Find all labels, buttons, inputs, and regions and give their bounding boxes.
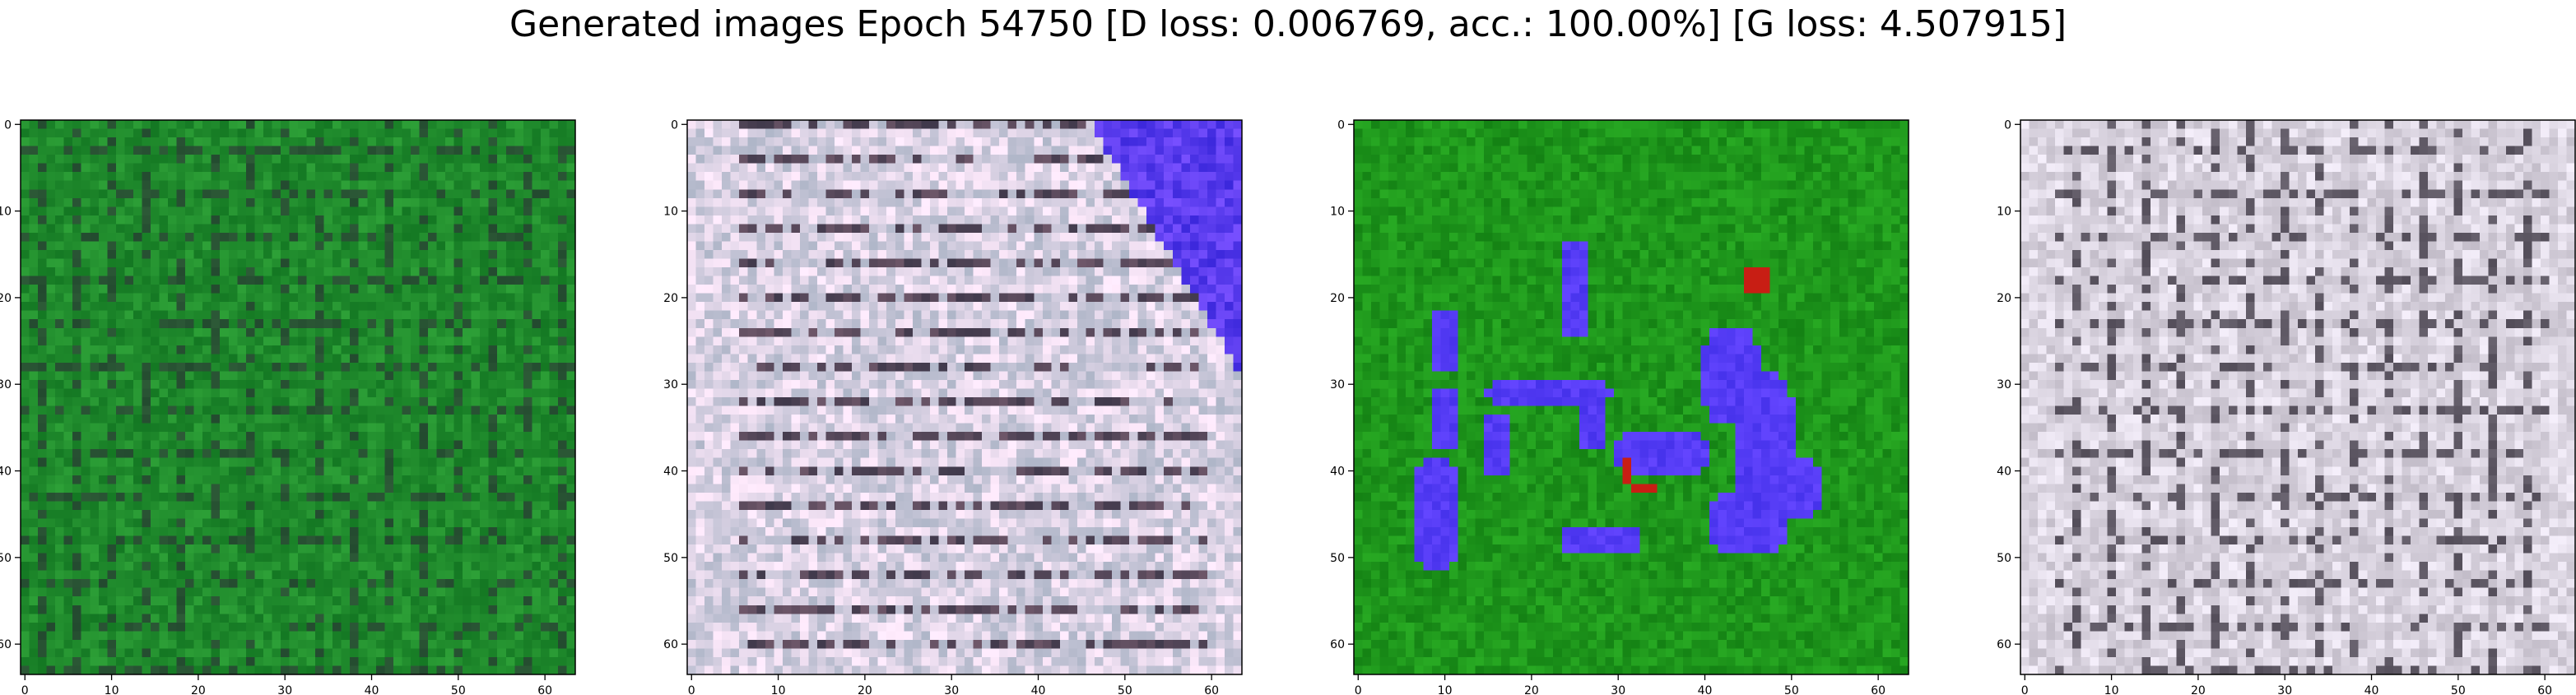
x-tick-label: 40 <box>365 684 379 695</box>
y-tick-label: 0 <box>4 118 12 132</box>
y-tick-label: 40 <box>1997 466 2011 479</box>
y-tick-label: 50 <box>663 552 678 565</box>
y-tick-label: 60 <box>663 638 678 651</box>
y-tick-label: 10 <box>663 206 678 219</box>
axes-frame <box>2020 119 2576 675</box>
image-pixels <box>21 120 576 675</box>
y-tick-label: 40 <box>0 466 12 479</box>
subplot-1: 0 10 20 30 40 50 60 0 10 20 30 40 50 60 <box>0 118 576 695</box>
y-tick-label: 10 <box>0 206 12 219</box>
x-tick-label: 50 <box>2451 684 2466 695</box>
x-tick-label: 60 <box>1204 684 1219 695</box>
subplot-3: 0 10 20 30 40 50 60 0 10 20 30 40 50 60 <box>1330 118 1909 695</box>
y-tick-label: 50 <box>1330 552 1345 565</box>
image-pixels <box>1354 120 1909 675</box>
y-tick-label: 10 <box>1330 206 1345 219</box>
x-tick-label: 30 <box>277 684 292 695</box>
subplot-2: 0 10 20 30 40 50 60 0 10 20 30 40 50 60 <box>663 118 1243 695</box>
x-tick-label: 10 <box>1438 684 1453 695</box>
x-tick-label: 20 <box>2191 684 2206 695</box>
y-tick-label: 50 <box>0 552 12 565</box>
y-tick-label: 30 <box>0 378 12 392</box>
x-tick-label: 10 <box>2104 684 2119 695</box>
y-tick-label: 30 <box>1997 378 2011 392</box>
x-tick-label: 10 <box>105 684 119 695</box>
x-tick-label: 40 <box>2364 684 2379 695</box>
x-tick-label: 0 <box>688 684 695 695</box>
y-tick-label: 40 <box>1330 466 1345 479</box>
x-tick-label: 0 <box>2021 684 2029 695</box>
x-tick-label: 50 <box>451 684 466 695</box>
x-tick-label: 10 <box>771 684 786 695</box>
figure-title: Generated images Epoch 54750 [D loss: 0.… <box>509 3 2067 45</box>
y-tick-label: 0 <box>671 118 678 132</box>
y-tick-label: 0 <box>2004 118 2011 132</box>
y-tick-label: 0 <box>1337 118 1345 132</box>
y-tick-label: 20 <box>1330 292 1345 305</box>
y-tick-label: 60 <box>1997 638 2011 651</box>
y-tick-label: 30 <box>663 378 678 392</box>
x-tick-label: 40 <box>1698 684 1713 695</box>
x-tick-label: 60 <box>537 684 552 695</box>
x-tick-label: 20 <box>858 684 872 695</box>
x-tick-label: 50 <box>1118 684 1132 695</box>
y-tick-label: 40 <box>663 466 678 479</box>
x-tick-label: 20 <box>191 684 206 695</box>
y-tick-label: 30 <box>1330 378 1345 392</box>
x-tick-label: 60 <box>2537 684 2552 695</box>
y-tick-label: 10 <box>1997 206 2011 219</box>
x-tick-label: 30 <box>944 684 959 695</box>
y-tick-label: 50 <box>1997 552 2011 565</box>
image-pixels <box>687 120 1243 675</box>
axes-frame <box>686 119 1243 675</box>
x-tick-label: 0 <box>21 684 29 695</box>
axes-frame <box>1353 119 1909 675</box>
x-tick-label: 30 <box>1611 684 1625 695</box>
y-tick-label: 20 <box>663 292 678 305</box>
y-tick-label: 60 <box>0 638 12 651</box>
x-tick-label: 60 <box>1871 684 1886 695</box>
x-tick-label: 0 <box>1355 684 1362 695</box>
axes-frame <box>20 119 576 675</box>
x-tick-label: 50 <box>1784 684 1799 695</box>
y-tick-label: 20 <box>0 292 12 305</box>
subplot-4: 0 10 20 30 40 50 60 0 10 20 30 40 50 60 <box>1997 118 2576 695</box>
y-tick-label: 20 <box>1997 292 2011 305</box>
image-pixels <box>2020 120 2576 675</box>
x-tick-label: 30 <box>2277 684 2292 695</box>
y-tick-label: 60 <box>1330 638 1345 651</box>
x-tick-label: 40 <box>1031 684 1046 695</box>
x-tick-label: 20 <box>1524 684 1539 695</box>
